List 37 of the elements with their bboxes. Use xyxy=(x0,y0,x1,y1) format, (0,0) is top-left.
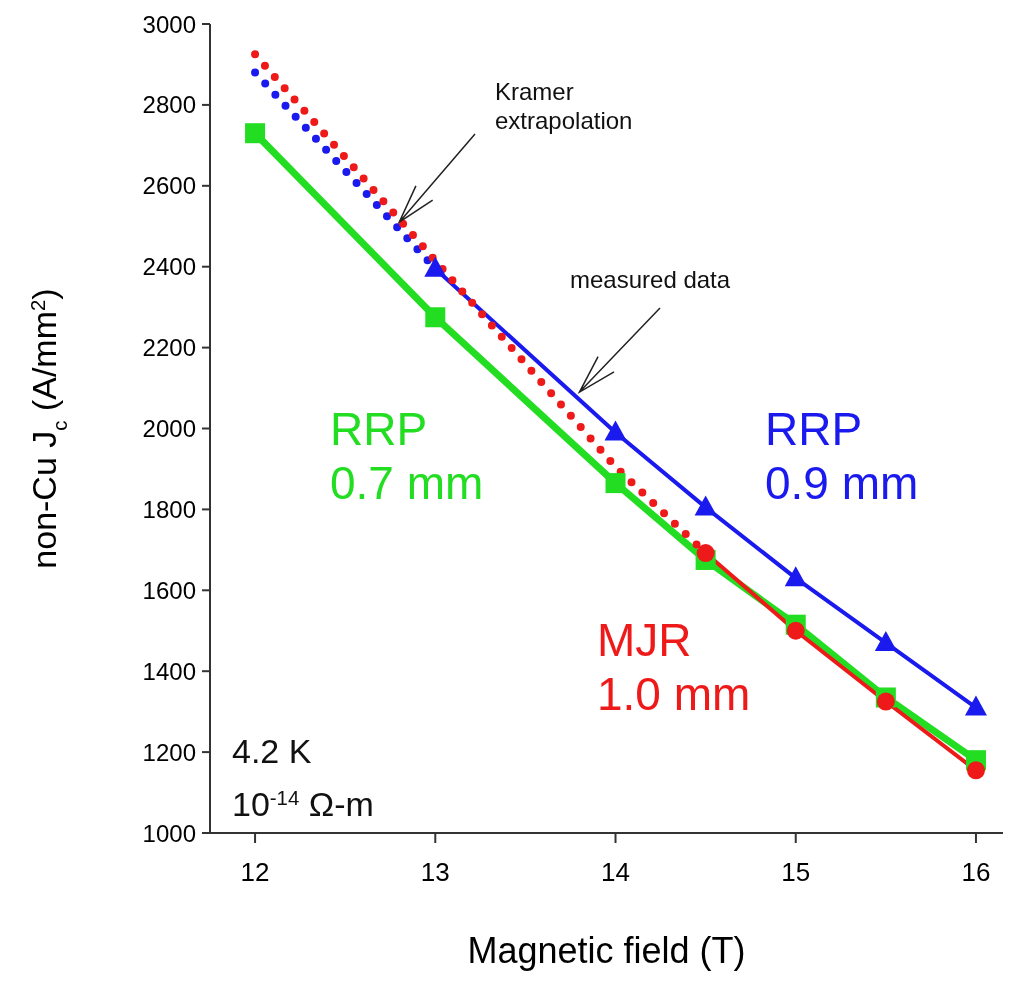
annotation: Kramer extrapolation xyxy=(495,78,633,134)
point xyxy=(964,695,987,716)
point xyxy=(424,256,447,277)
y-tick-label: 2400 xyxy=(142,253,196,281)
point xyxy=(874,630,897,651)
y-tick-label: 1000 xyxy=(142,819,196,847)
y-tick-label: 2600 xyxy=(142,172,196,200)
y-tick-label: 1200 xyxy=(142,738,196,766)
y-tick-label: 1600 xyxy=(142,576,196,604)
annotation: 4.2 K xyxy=(232,732,312,770)
x-tick-label: 12 xyxy=(240,857,270,888)
y-tick-label: 3000 xyxy=(142,10,196,38)
point xyxy=(786,621,805,640)
x-tick-label: 13 xyxy=(420,857,450,888)
y-tick-label: 1800 xyxy=(142,495,196,523)
x-axis-title: Magnetic field (T) xyxy=(467,930,746,971)
series-label: MJR 1.0 mm xyxy=(597,614,751,720)
point xyxy=(876,692,895,711)
x-tick-label: 16 xyxy=(961,857,991,888)
y-tick-label: 1400 xyxy=(142,657,196,685)
point xyxy=(966,761,985,780)
point xyxy=(425,307,446,328)
point xyxy=(784,566,807,587)
point xyxy=(694,495,717,516)
series-label: RRP 0.7 mm xyxy=(330,403,484,509)
point xyxy=(604,420,627,441)
point xyxy=(245,123,266,144)
x-tick-label: 15 xyxy=(781,857,811,888)
annotation: 10$^{-14}$ Ω-m xyxy=(232,785,374,823)
x-tick-label: 14 xyxy=(601,857,630,888)
y-tick-label: 2800 xyxy=(142,91,196,119)
y-tick-label: 2200 xyxy=(142,334,196,362)
point xyxy=(605,473,626,494)
y-tick-label: 2000 xyxy=(142,415,196,443)
series-label: RRP 0.9 mm xyxy=(765,403,919,509)
point xyxy=(696,544,715,563)
annotation: measured data xyxy=(570,266,731,293)
